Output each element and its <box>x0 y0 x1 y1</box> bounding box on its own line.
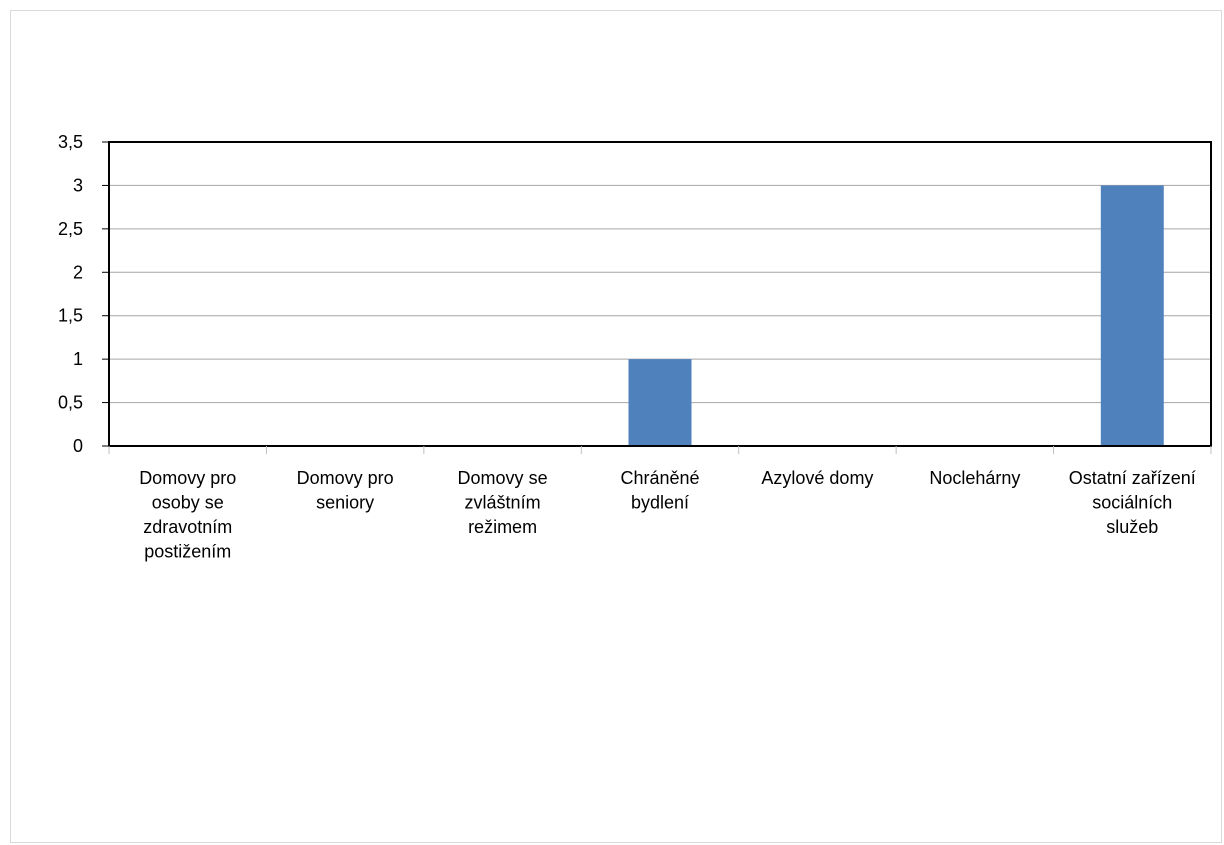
x-category-label: Ostatní zařízení sociálních služeb <box>1069 468 1196 537</box>
y-tick-label: 3 <box>73 175 83 195</box>
y-tick-label: 2 <box>73 262 83 282</box>
bar-4 <box>628 359 692 446</box>
chart-frame <box>10 10 1222 843</box>
x-category-label: Azylové domy <box>761 468 873 488</box>
y-tick-label: 2,5 <box>58 219 83 239</box>
x-category-label: Domovy se zvláštním režimem <box>458 468 548 537</box>
y-tick-label: 0,5 <box>58 393 83 413</box>
x-category-label: Domovy pro osoby se zdravotním postižením <box>139 468 236 562</box>
x-category-label: Noclehárny <box>929 468 1020 488</box>
y-tick-label: 1 <box>73 349 83 369</box>
y-tick-label: 0 <box>73 436 83 456</box>
plot-area-border <box>108 141 1212 447</box>
x-category-label: Chráněné bydlení <box>620 468 699 513</box>
y-tick-label: 1,5 <box>58 306 83 326</box>
y-tick-label: 3,5 <box>58 132 83 152</box>
x-category-label: Domovy pro seniory <box>297 468 394 513</box>
bar-7 <box>1100 185 1164 446</box>
